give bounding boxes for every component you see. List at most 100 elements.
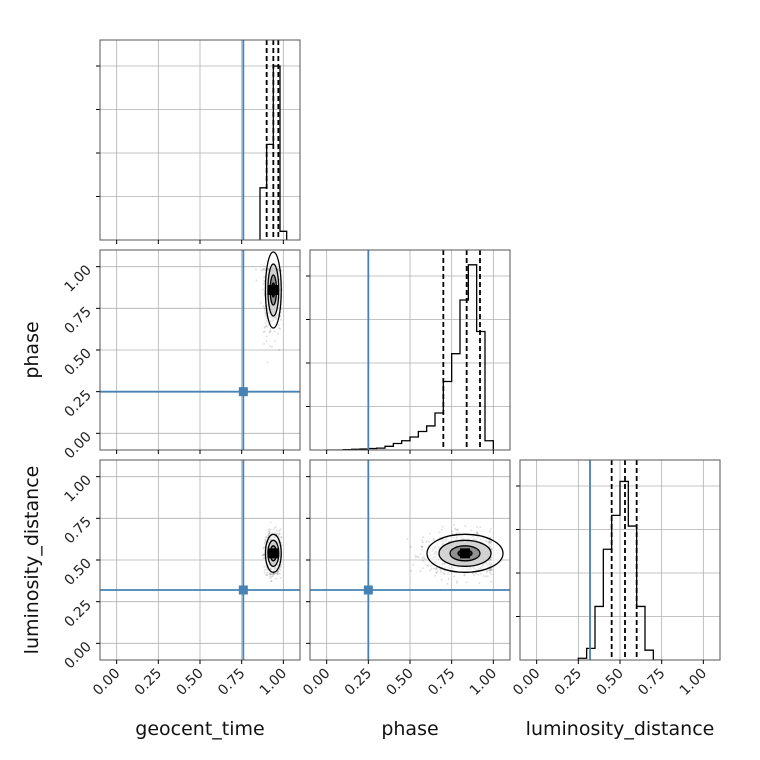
x-axis-label-phase: phase <box>381 718 438 740</box>
x-tick-label: 0.75 <box>215 666 248 699</box>
scatter-point <box>410 569 413 572</box>
scatter-point <box>279 327 282 330</box>
scatter-point <box>276 532 279 535</box>
scatter-point <box>489 568 492 571</box>
scatter-point <box>463 573 466 576</box>
x-tick-label: 0.50 <box>593 666 626 699</box>
scatter-point <box>261 288 264 291</box>
scatter-point <box>421 539 424 542</box>
scatter-point <box>278 533 281 536</box>
scatter-point <box>262 282 265 285</box>
panel-content <box>100 460 300 660</box>
scatter-point <box>263 546 266 549</box>
scatter-point <box>263 326 266 329</box>
scatter-point <box>485 570 488 573</box>
scatter-point <box>485 570 488 573</box>
scatter-point <box>268 530 271 533</box>
scatter-point <box>262 547 265 550</box>
scatter-point <box>456 580 459 583</box>
panel-phase-luminosity_distance: 0.00 0.25 0.50 0.75 1.00 <box>300 459 511 699</box>
scatter-point <box>488 569 491 572</box>
scatter-point <box>455 581 458 584</box>
scatter-point <box>274 526 277 529</box>
x-tick-label: 1.00 <box>677 666 710 699</box>
scatter-point <box>269 573 272 576</box>
scatter-point <box>439 571 442 574</box>
scatter-point <box>276 570 279 573</box>
x-tick-label: 0.75 <box>425 666 458 699</box>
scatter-point <box>277 327 280 330</box>
scatter-point <box>435 567 438 570</box>
scatter-point <box>268 528 271 531</box>
scatter-point <box>262 557 265 560</box>
scatter-point <box>280 269 283 272</box>
y-tick-label: 0.00 <box>61 429 94 462</box>
scatter-point <box>276 572 279 575</box>
scatter-point <box>441 572 444 575</box>
scatter-point <box>463 574 466 577</box>
panel-geocent_time-phase: 0.00 0.25 0.50 0.75 1.00 <box>61 249 301 462</box>
scatter-point <box>476 525 479 528</box>
scatter-point <box>412 563 415 566</box>
scatter-point <box>490 573 493 576</box>
scatter-point <box>486 575 489 578</box>
scatter-point <box>278 349 281 352</box>
scatter-point <box>271 572 274 575</box>
scatter-point <box>443 572 446 575</box>
scatter-point <box>453 575 456 578</box>
scatter-point <box>409 545 412 548</box>
scatter-point <box>268 574 271 577</box>
scatter-point <box>276 572 279 575</box>
scatter-point <box>260 269 263 272</box>
panel-content <box>310 460 510 660</box>
scatter-point <box>264 312 267 315</box>
scatter-point <box>280 563 283 566</box>
scatter-point <box>273 531 276 534</box>
scatter-point <box>414 554 417 557</box>
scatter-point <box>262 305 265 308</box>
scatter-point <box>265 319 268 322</box>
scatter-point <box>423 557 426 560</box>
density-peak <box>268 548 279 559</box>
scatter-point <box>428 532 431 535</box>
scatter-point <box>263 542 266 545</box>
scatter-point <box>269 327 272 330</box>
scatter-point <box>475 531 478 534</box>
scatter-point <box>425 540 428 543</box>
scatter-point <box>419 570 422 573</box>
scatter-point <box>262 330 265 333</box>
scatter-point <box>273 330 276 333</box>
scatter-point <box>473 574 476 577</box>
scatter-point <box>464 524 467 527</box>
scatter-point <box>436 569 439 572</box>
scatter-point <box>270 573 273 576</box>
y-tick-label: 0.00 <box>61 639 94 672</box>
scatter-point <box>266 573 269 576</box>
scatter-point <box>406 538 409 541</box>
scatter-point <box>490 569 493 572</box>
scatter-point <box>433 567 436 570</box>
scatter-point <box>263 309 266 312</box>
scatter-point <box>454 527 457 530</box>
scatter-point <box>263 268 266 271</box>
scatter-point <box>421 541 424 544</box>
scatter-point <box>264 311 267 314</box>
y-axis-label-phase: phase <box>21 321 43 378</box>
scatter-point <box>263 279 266 282</box>
scatter-point <box>441 525 444 528</box>
scatter-point <box>267 530 270 533</box>
scatter-point <box>420 545 423 548</box>
panel-phase-phase <box>306 249 511 454</box>
scatter-point <box>262 553 265 556</box>
scatter-point <box>270 580 273 583</box>
scatter-point <box>269 329 272 332</box>
scatter-point <box>435 566 438 569</box>
scatter-point <box>432 537 435 540</box>
scatter-point <box>434 574 437 577</box>
scatter-point <box>273 572 276 575</box>
y-tick-label: 0.25 <box>61 597 94 630</box>
scatter-point <box>488 569 491 572</box>
scatter-point <box>476 532 479 535</box>
scatter-point <box>261 554 264 557</box>
scatter-point <box>270 575 273 578</box>
